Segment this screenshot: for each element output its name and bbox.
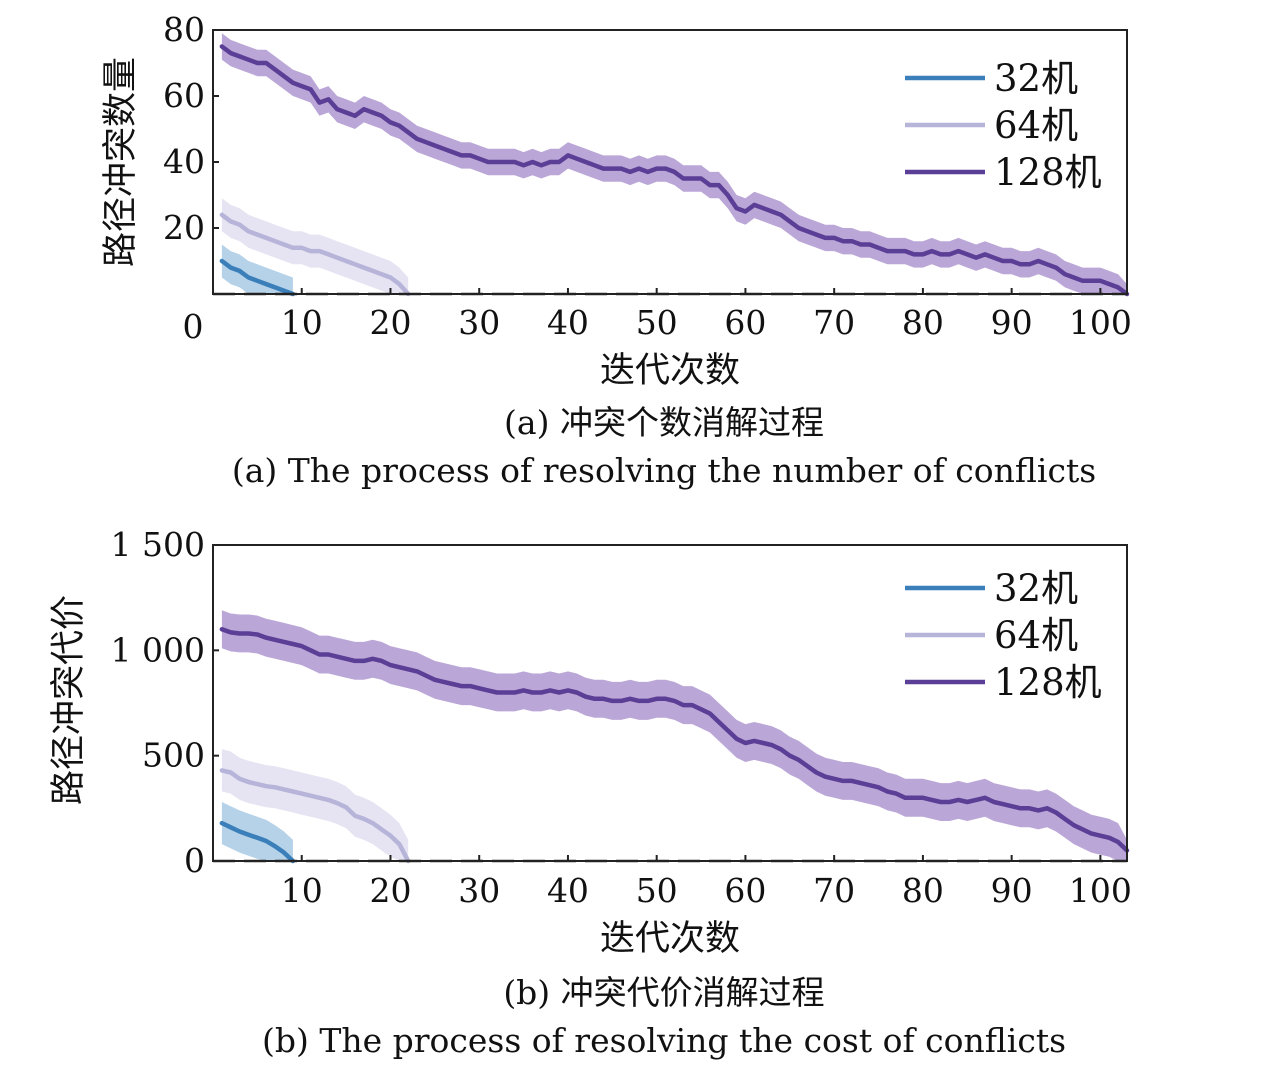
chart-a-ytick-label: 40 (163, 142, 205, 181)
chart-a-xtick-label: 40 (547, 303, 589, 342)
chart-b-band-1 (221, 749, 409, 861)
chart-b-series-line-2 (219, 627, 1130, 853)
chart-a-frame (212, 29, 1128, 295)
chart-b-x-axis-label: 迭代次数 (600, 919, 740, 959)
chart-a-xtick-label: 70 (813, 303, 855, 342)
chart-a-x-axis-label: 迭代次数 (600, 351, 740, 391)
chart-b-xtick-label: 10 (281, 871, 323, 910)
chart-a-ytick-label: 20 (163, 208, 205, 247)
chart-b-caption-en: (b) The process of resolving the cost of… (262, 1021, 1066, 1060)
chart-a-xtick-label: 80 (902, 303, 944, 342)
chart-a-legend-label-1: 64机 (994, 104, 1078, 147)
chart-a-series-line-1 (219, 212, 411, 297)
chart-b-xtick-label: 80 (902, 871, 944, 910)
chart-a-xtick-label: 90 (991, 303, 1033, 342)
chart-a-y-axis-label: 路径冲突数量 (101, 57, 141, 267)
chart-a-ytick-label: 80 (163, 10, 205, 49)
chart-a-band-1 (221, 198, 409, 294)
chart-a-legend-label-2: 128机 (994, 151, 1102, 194)
chart-a-conflict-count: 10 20 30 40 50 60 70 80 90 100 20 40 60 80 0 迭代次数 路径冲突数量… (101, 10, 1132, 490)
chart-b-y-axis-label: 路径冲突代价 (49, 595, 89, 805)
chart-b-legend-label-1: 64机 (994, 614, 1078, 657)
chart-b-frame (212, 544, 1128, 862)
chart-b-legend-label-2: 128机 (994, 661, 1102, 704)
chart-a-xtick-label: 10 (281, 303, 323, 342)
chart-a-legend-label-0: 32机 (994, 57, 1078, 100)
chart-b-xtick-label: 70 (813, 871, 855, 910)
chart-b-band-2 (221, 610, 1127, 861)
chart-b-xtick-label: 20 (369, 871, 411, 910)
chart-a-band-2 (221, 33, 1127, 295)
chart-b-ytick-label: 1 000 (111, 630, 205, 669)
chart-a-series-line-0 (219, 258, 296, 297)
chart-b-xtick-label: 50 (636, 871, 678, 910)
chart-a-band-0 (221, 244, 293, 294)
chart-a-xtick-label: 60 (724, 303, 766, 342)
chart-b-caption-cn: (b) 冲突代价消解过程 (503, 973, 824, 1012)
chart-a-xtick-label: 30 (458, 303, 500, 342)
chart-b-xtick-label: 30 (458, 871, 500, 910)
chart-a-xtick-label: 50 (636, 303, 678, 342)
chart-b-ytick-label: 1 500 (111, 525, 205, 564)
chart-a-caption-cn: (a) 冲突个数消解过程 (504, 403, 824, 442)
chart-a-caption-en: (a) The process of resolving the number … (232, 451, 1096, 490)
chart-b-ytick-label: 0 (184, 841, 205, 880)
chart-b-xtick-label: 100 (1069, 871, 1132, 910)
chart-b-xtick-label: 40 (547, 871, 589, 910)
chart-b-series-line-1 (219, 768, 411, 864)
chart-b-ytick-label: 500 (142, 736, 205, 775)
chart-a-xtick-label: 100 (1069, 303, 1132, 342)
chart-a-ytick-label: 60 (163, 76, 205, 115)
chart-b-xtick-label: 90 (991, 871, 1033, 910)
chart-a-origin-label: 0 (183, 307, 204, 346)
chart-a-xtick-label: 20 (369, 303, 411, 342)
chart-b-legend-label-0: 32机 (994, 567, 1078, 610)
chart-b-xtick-label: 60 (724, 871, 766, 910)
chart-b-series-line-0 (219, 820, 296, 864)
chart-a-series-line-2 (219, 44, 1130, 297)
